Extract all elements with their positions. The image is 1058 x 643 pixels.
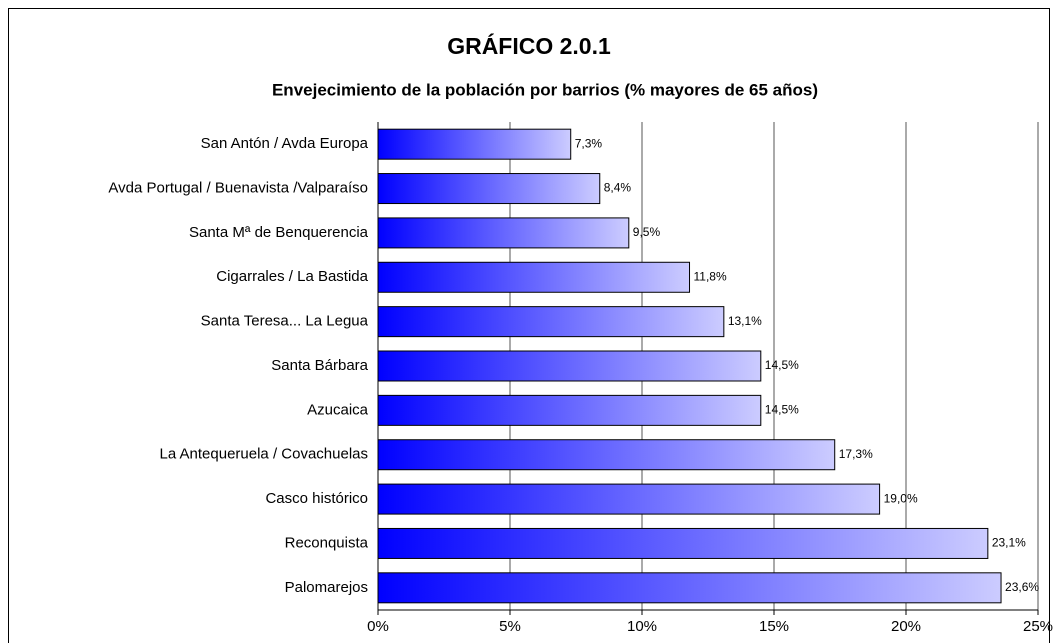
x-tick-label: 20% [891, 618, 921, 635]
y-tick-label: Reconquista [285, 534, 369, 551]
data-label: 23,6% [1005, 580, 1039, 594]
y-tick-label: Casco histórico [265, 490, 368, 507]
y-tick-label: Azucaica [307, 401, 369, 418]
data-label: 14,5% [765, 403, 799, 417]
data-label: 23,1% [992, 536, 1026, 550]
bar [377, 572, 1002, 604]
data-label: 7,3% [575, 136, 603, 150]
data-label: 11,8% [694, 269, 727, 283]
y-tick-label: San Antón / Avda Europa [201, 135, 369, 152]
x-tick-label: 15% [759, 618, 789, 635]
y-tick-label: Avda Portugal / Buenavista /Valparaíso [108, 180, 368, 197]
y-tick-label: Cigarrales / La Bastida [216, 268, 368, 285]
y-tick-label: La Antequeruela / Covachuelas [160, 446, 368, 463]
x-tick-label: 0% [367, 618, 389, 635]
x-tick-label: 5% [499, 618, 521, 635]
bar [377, 217, 630, 249]
data-label: 17,3% [839, 447, 873, 461]
bar [377, 439, 836, 471]
data-label: 14,5% [765, 358, 799, 372]
bar [377, 261, 691, 293]
y-tick-label: Santa Teresa... La Legua [201, 313, 369, 330]
y-tick-label: Santa Bárbara [271, 357, 368, 374]
y-tick-label: Palomarejos [285, 579, 368, 596]
bar [377, 350, 762, 382]
y-tick-label: Santa Mª de Benquerencia [189, 224, 369, 241]
data-label: 9,5% [633, 225, 661, 239]
data-label: 8,4% [604, 181, 632, 195]
data-label: 19,0% [884, 491, 918, 505]
x-tick-label: 25% [1023, 618, 1053, 635]
bar [377, 483, 881, 515]
bar [377, 306, 725, 338]
bar [377, 527, 989, 559]
data-label: 13,1% [728, 314, 762, 328]
bar [377, 394, 762, 426]
chart-title: GRÁFICO 2.0.1 [447, 32, 611, 59]
bar [377, 128, 572, 160]
x-tick-label: 10% [627, 618, 657, 635]
bar [377, 173, 601, 205]
chart-subtitle: Envejecimiento de la población por barri… [272, 80, 818, 99]
